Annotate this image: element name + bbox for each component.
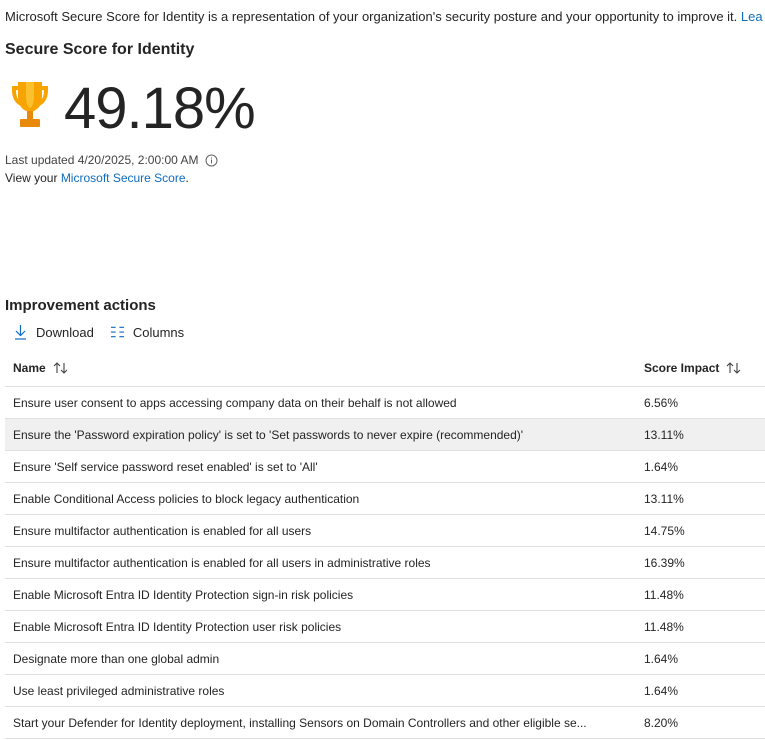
score-impact: 6.56% [644,395,679,410]
intro-text: Microsoft Secure Score for Identity is a… [5,9,765,24]
table-row[interactable]: Ensure multifactor authentication is ena… [5,547,765,579]
download-button[interactable]: Download [13,324,94,340]
score-impact: 1.64% [644,651,679,666]
action-name: Ensure multifactor authentication is ena… [13,523,312,538]
toolbar: Download Columns [13,324,184,340]
table-row[interactable]: Enable Conditional Access policies to bl… [5,483,765,515]
action-name: Ensure the 'Password expiration policy' … [13,427,524,442]
table-row[interactable]: Ensure user consent to apps accessing co… [5,387,765,419]
action-name: Enable Microsoft Entra ID Identity Prote… [13,587,354,602]
view-suffix: . [185,171,189,185]
last-updated: Last updated 4/20/2025, 2:00:00 AM [5,153,218,167]
table-row[interactable]: Use least privileged administrative role… [5,675,765,707]
table-row[interactable]: Enable Microsoft Entra ID Identity Prote… [5,579,765,611]
columns-icon [110,326,124,338]
name-column-label: Name [13,361,46,375]
score-impact: 1.64% [644,459,679,474]
action-name: Use least privileged administrative role… [13,683,225,698]
name-column-header[interactable]: Name [13,361,70,375]
sort-icon [53,362,68,374]
table-row[interactable]: Ensure multifactor authentication is ena… [5,515,765,547]
improvement-actions-title: Improvement actions [5,297,156,314]
secure-score-value: 49.18% [64,76,256,141]
table-header: Name Score Impact [5,352,765,387]
score-impact: 16.39% [644,555,685,570]
trophy-icon [12,82,48,127]
table-row[interactable]: Enable Microsoft Entra ID Identity Prote… [5,611,765,643]
action-name: Enable Microsoft Entra ID Identity Prote… [13,619,342,634]
table-row[interactable]: Ensure the 'Password expiration policy' … [5,419,765,451]
learn-more-link[interactable]: Lea [740,9,763,24]
score-impact: 1.64% [644,683,679,698]
table-row[interactable]: Ensure 'Self service password reset enab… [5,451,765,483]
view-prefix: View your [5,171,61,185]
score-impact: 8.20% [644,715,679,730]
last-updated-text: Last updated 4/20/2025, 2:00:00 AM [5,153,199,167]
score-title: Secure Score for Identity [5,41,195,58]
sort-icon [726,362,741,374]
download-label: Download [36,324,94,340]
score-impact: 14.75% [644,523,685,538]
columns-button[interactable]: Columns [110,324,184,340]
improvement-actions-table: Name Score Impact Ensure user consent to… [5,352,765,739]
info-icon[interactable] [205,154,218,167]
table-row[interactable]: Start your Defender for Identity deploym… [5,707,765,739]
score-impact-column-label: Score Impact [644,361,720,375]
action-name: Ensure user consent to apps accessing co… [13,395,457,410]
action-name: Ensure multifactor authentication is ena… [13,555,431,570]
score-impact: 13.11% [644,491,684,506]
intro-description: Microsoft Secure Score for Identity is a… [5,9,741,24]
action-name: Enable Conditional Access policies to bl… [13,491,360,506]
score-impact: 11.48% [644,619,684,634]
score-impact: 13.11% [644,427,684,442]
columns-label: Columns [132,324,185,340]
action-name: Ensure 'Self service password reset enab… [13,459,318,474]
table-row[interactable]: Designate more than one global admin 1.6… [5,643,765,675]
score-impact: 11.48% [644,587,684,602]
view-secure-score: View your Microsoft Secure Score. [5,171,189,185]
score-impact-column-header[interactable]: Score Impact [644,361,743,375]
action-name: Start your Defender for Identity deploym… [13,715,587,730]
microsoft-secure-score-link[interactable]: Microsoft Secure Score [60,171,186,185]
action-name: Designate more than one global admin [13,651,220,666]
download-icon [15,325,26,340]
